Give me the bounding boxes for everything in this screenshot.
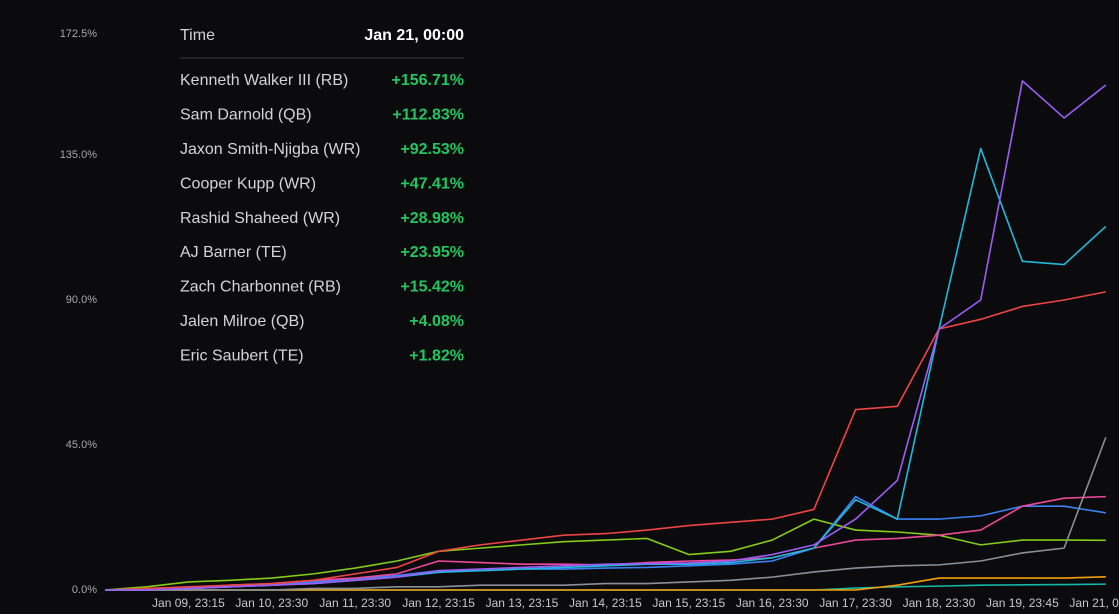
- x-tick-label: Jan 21, 00:00: [1069, 596, 1119, 610]
- legend-value: +1.82%: [409, 347, 464, 364]
- series-line: [105, 495, 1106, 591]
- legend-value: +92.53%: [400, 141, 464, 158]
- x-tick-label: Jan 15, 23:15: [652, 596, 725, 610]
- legend-name: Sam Darnold (QB): [180, 107, 312, 124]
- tooltip-label: Time: [180, 27, 215, 44]
- legend-value: +4.08%: [409, 313, 464, 330]
- x-tick-label: Jan 19, 23:45: [986, 596, 1059, 610]
- plot-area: [104, 80, 1107, 591]
- legend-name: AJ Barner (TE): [180, 244, 287, 261]
- legend-value: +112.83%: [392, 107, 464, 124]
- x-tick-label: Jan 13, 23:15: [486, 596, 559, 610]
- series-line: [104, 518, 1106, 591]
- y-tick-label: 172.5%: [60, 28, 98, 40]
- legend-value: +28.98%: [400, 210, 464, 227]
- x-tick-label: Jan 18, 23:30: [903, 596, 976, 610]
- legend-name: Eric Saubert (TE): [180, 347, 304, 364]
- x-tick-label: Jan 17, 23:30: [819, 596, 892, 610]
- series-line: [105, 436, 1107, 591]
- tooltip: Time Jan 21, 00:00 Kenneth Walker III (R…: [180, 27, 464, 364]
- legend-name: Jalen Milroe (QB): [180, 313, 304, 330]
- legend-value: +15.42%: [400, 279, 464, 296]
- series-line: [105, 80, 1107, 591]
- x-tick-label: Jan 11, 23:30: [319, 596, 391, 610]
- legend-name: Jaxon Smith-Njigba (WR): [180, 141, 360, 158]
- series-line: [104, 291, 1106, 591]
- legend-value: +156.71%: [391, 72, 464, 89]
- x-tick-label: Jan 12, 23:15: [402, 596, 475, 610]
- legend-value: +23.95%: [400, 244, 464, 261]
- x-tick-label: Jan 16, 23:30: [736, 596, 809, 610]
- legend-name: Cooper Kupp (WR): [180, 175, 316, 192]
- y-tick-label: 45.0%: [66, 439, 97, 451]
- y-tick-label: 90.0%: [66, 294, 97, 306]
- series-line: [105, 495, 1106, 591]
- x-tick-label: Jan 10, 23:30: [235, 596, 308, 610]
- legend-name: Kenneth Walker III (RB): [180, 72, 348, 89]
- legend-value: +47.41%: [400, 175, 464, 192]
- x-tick-label: Jan 14, 23:15: [569, 596, 642, 610]
- tooltip-time: Jan 21, 00:00: [364, 27, 464, 44]
- legend-name: Rashid Shaheed (WR): [180, 210, 340, 227]
- y-tick-label: 0.0%: [72, 584, 97, 596]
- legend-name: Zach Charbonnet (RB): [180, 279, 341, 296]
- y-tick-label: 135.0%: [60, 149, 98, 161]
- x-tick-label: Jan 09, 23:15: [152, 596, 225, 610]
